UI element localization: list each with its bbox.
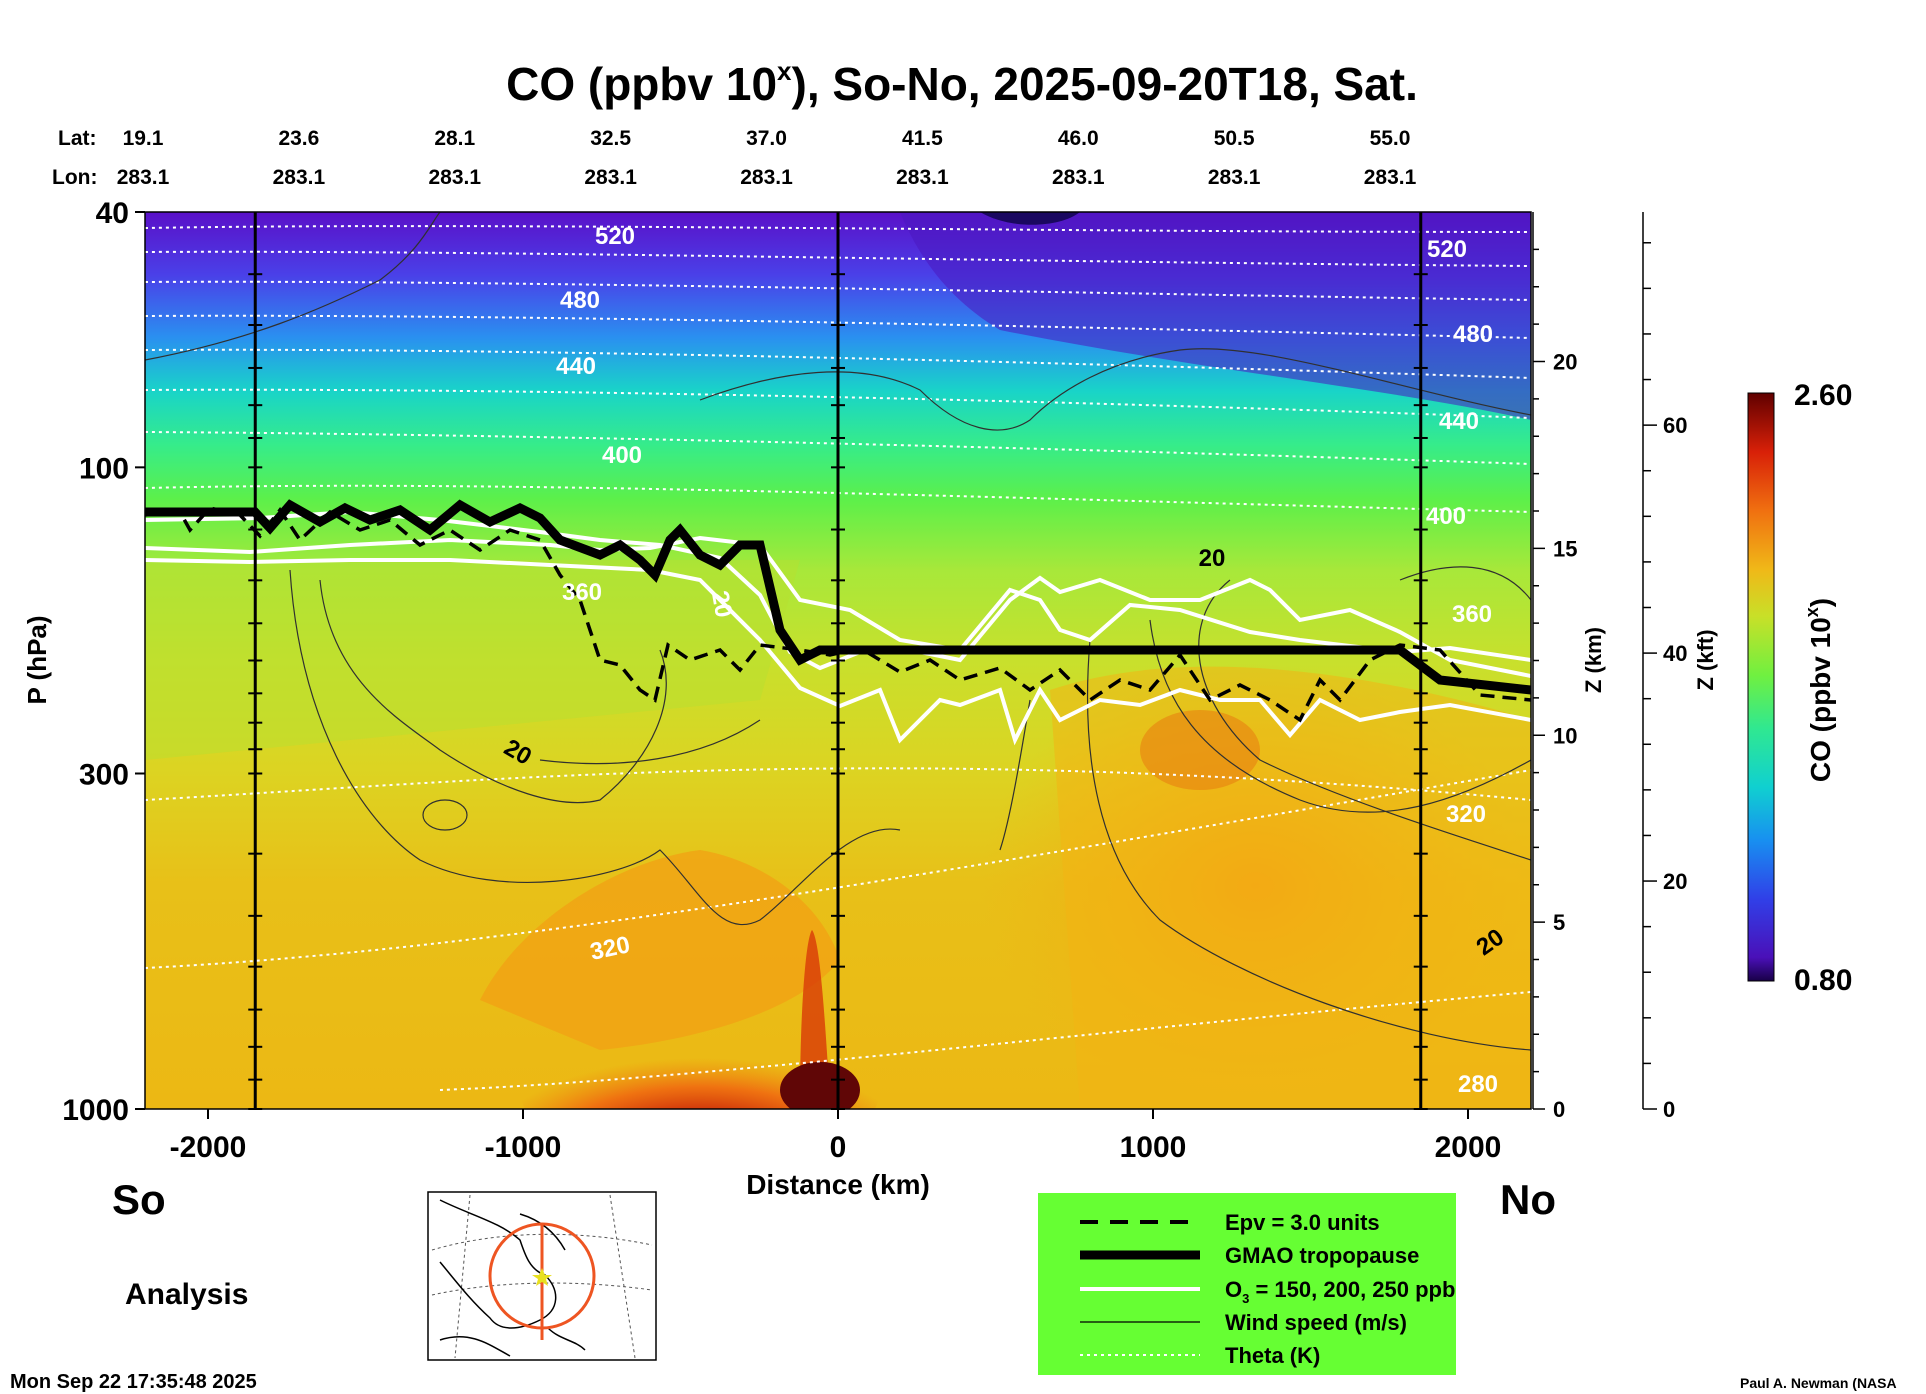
lat-value: 19.1: [123, 127, 164, 150]
axes: -2000 -1000 0 1000 2000 40 100 300 1000 0 5 10 15 20 0…: [62, 197, 1687, 1164]
z-kft-axis-title: Z (kft): [1693, 629, 1718, 690]
theta-label: 320: [1446, 801, 1486, 828]
right-endpoint-label: No: [1500, 1176, 1556, 1223]
z-km-axis-title: Z (km): [1581, 627, 1606, 693]
theta-label: 400: [1426, 503, 1466, 530]
lat-value: 55.0: [1370, 127, 1411, 150]
left-endpoint-label: So: [112, 1176, 166, 1223]
theta-label: 440: [1439, 408, 1479, 435]
lon-value: 283.1: [1208, 166, 1261, 189]
z-km-tick-label: 20: [1553, 350, 1577, 375]
wind-speed-contours: [145, 212, 1531, 1051]
z-kft-tick-label: 0: [1663, 1097, 1675, 1122]
x-tick-label: 0: [830, 1131, 847, 1164]
theta-contours: [145, 225, 1531, 1091]
z-km-tick-label: 0: [1553, 1097, 1565, 1122]
wind-label: 20: [706, 589, 737, 620]
colorbar-min-label: 0.80: [1794, 964, 1852, 997]
legend-theta-label: Theta (K): [1225, 1343, 1320, 1368]
theta-label: 280: [1458, 1071, 1498, 1098]
lon-value: 283.1: [740, 166, 793, 189]
theta-label: 360: [562, 579, 602, 606]
y-tick-label: 100: [79, 452, 129, 485]
lon-value: 283.1: [896, 166, 949, 189]
credit: Paul A. Newman (NASA: [1740, 1375, 1897, 1391]
epv-line: [145, 506, 1531, 723]
lat-value: 41.5: [902, 127, 943, 150]
x-tick-label: 2000: [1435, 1131, 1502, 1164]
colorbar-max-label: 2.60: [1794, 379, 1852, 412]
analysis-label: Analysis: [125, 1278, 248, 1311]
y-tick-label: 40: [96, 197, 129, 230]
legend: Epv = 3.0 units GMAO tropopause O3 = 150…: [1038, 1193, 1456, 1375]
z-km-tick-label: 10: [1553, 723, 1577, 748]
lat-value: 46.0: [1058, 127, 1099, 150]
theta-label: 520: [1427, 236, 1467, 263]
colorbar: 2.60 0.80 CO (ppbv 10x): [1747, 379, 1852, 997]
y-tick-label: 1000: [62, 1094, 129, 1127]
lat-row-label: Lat:: [58, 127, 97, 150]
legend-epv-label: Epv = 3.0 units: [1225, 1210, 1380, 1235]
legend-box: [1038, 1193, 1456, 1375]
theta-label: 480: [560, 287, 600, 314]
chart-title: CO (ppbv 10x), So-No, 2025-09-20T18, Sat…: [506, 56, 1418, 110]
lat-value: 32.5: [590, 127, 631, 150]
x-tick-label: 1000: [1120, 1131, 1187, 1164]
theta-label: 520: [595, 223, 635, 250]
x-tick-label: -1000: [485, 1131, 562, 1164]
y-axis-title: P (hPa): [22, 615, 52, 704]
z-kft-tick-label: 40: [1663, 641, 1687, 666]
z-km-tick-label: 15: [1553, 536, 1577, 561]
lon-value: 283.1: [273, 166, 326, 189]
timestamp: Mon Sep 22 17:35:48 2025: [10, 1371, 257, 1393]
lon-value: 283.1: [428, 166, 481, 189]
theta-label: 440: [556, 353, 596, 380]
lon-value: 283.1: [1364, 166, 1417, 189]
lon-value: 283.1: [1052, 166, 1105, 189]
theta-label: 360: [1452, 601, 1492, 628]
lat-value: 37.0: [746, 127, 787, 150]
lat-lon-labels: 19.1 283.1 23.6 283.1 28.1 283.1 32.5 283.1 37.0…: [117, 127, 1417, 189]
z-kft-tick-label: 60: [1663, 413, 1687, 438]
y-tick-label: 300: [79, 758, 129, 791]
theta-contour-labels: 520 480 440 400 360 320 520 480 440 400 …: [556, 223, 1498, 1098]
x-tick-label: -2000: [170, 1131, 247, 1164]
lat-value: 28.1: [434, 127, 475, 150]
colorbar-title: CO (ppbv 10x): [1802, 598, 1836, 782]
theta-label: 480: [1453, 321, 1493, 348]
wind-label: 20: [1199, 545, 1226, 572]
section-marker-lines: [248, 212, 1428, 1110]
lon-value: 283.1: [117, 166, 170, 189]
lon-row-label: Lon:: [52, 166, 97, 189]
legend-tropopause-label: GMAO tropopause: [1225, 1243, 1419, 1268]
lat-value: 23.6: [278, 127, 319, 150]
colorbar-scale: [1747, 392, 1775, 982]
legend-wind-label: Wind speed (m/s): [1225, 1310, 1407, 1335]
theta-label: 400: [602, 442, 642, 469]
gmao-tropopause-line: [145, 499, 1531, 695]
z-km-tick-label: 5: [1553, 910, 1565, 935]
lon-value: 283.1: [584, 166, 637, 189]
inset-map: [427, 1191, 657, 1361]
lat-value: 50.5: [1214, 127, 1255, 150]
legend-ozone-label: O3 = 150, 200, 250 ppb: [1225, 1277, 1455, 1306]
z-kft-tick-label: 20: [1663, 869, 1687, 894]
x-axis-title: Distance (km): [746, 1169, 930, 1200]
